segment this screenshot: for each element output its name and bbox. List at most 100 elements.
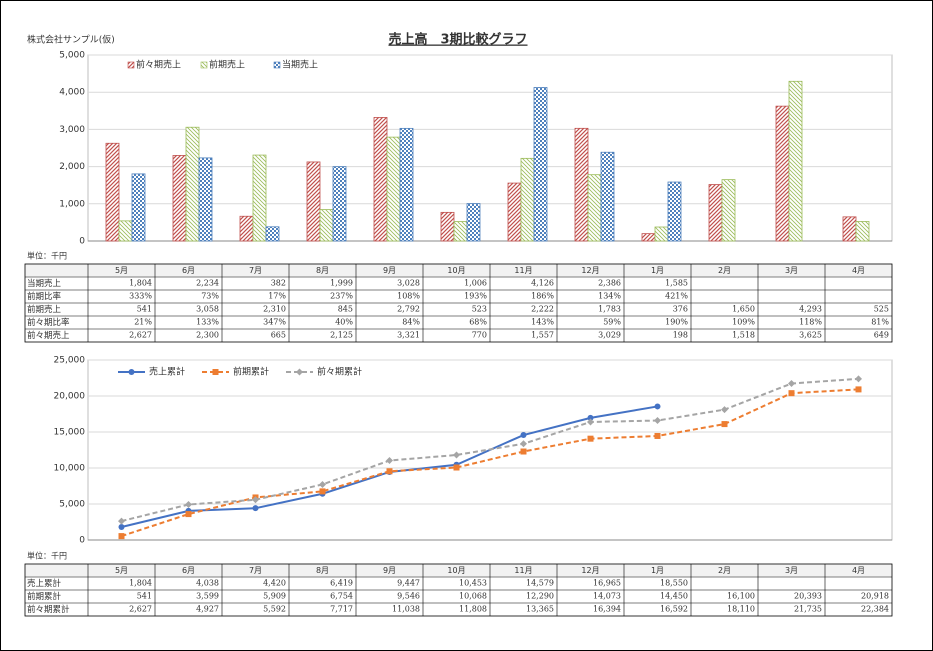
y-tick-label: 0 (79, 237, 85, 247)
y-tick-label: 15,000 (54, 428, 86, 438)
table-cell: 1,783 (598, 305, 621, 314)
marker (520, 440, 527, 448)
table-cell: 14,579 (526, 579, 554, 588)
marker (118, 517, 125, 525)
table-cell: 4,293 (799, 305, 822, 314)
marker (453, 451, 460, 459)
table-cell: 1,804 (129, 279, 152, 288)
table-cell: 18,550 (660, 579, 688, 588)
y-tick-label: 5,000 (59, 51, 85, 61)
bar (587, 174, 602, 242)
table-cell: 14,450 (660, 592, 688, 601)
table-cell: 6,754 (330, 592, 353, 601)
table-cell: 10,453 (459, 579, 487, 588)
table-cell: 3,028 (397, 279, 420, 288)
bar (399, 127, 414, 242)
marker (654, 417, 661, 425)
table-cell: 13,365 (526, 605, 554, 614)
bar (118, 220, 133, 242)
table-cell: 2,627 (129, 605, 152, 614)
bar (332, 166, 347, 242)
bar (386, 136, 401, 242)
table-cell: 108% (397, 292, 420, 301)
table-cell: 665 (271, 331, 286, 340)
row-label: 前期比率 (27, 291, 62, 302)
table-cell: 59% (603, 318, 621, 327)
column-header: 1月 (651, 566, 664, 575)
table-cell: 541 (137, 592, 152, 601)
bar (306, 161, 321, 242)
table-cell: 5,592 (263, 605, 286, 614)
bar (775, 105, 790, 242)
bar (265, 226, 280, 242)
table-cell: 3,058 (196, 305, 219, 314)
bar (453, 221, 468, 242)
bar (654, 226, 669, 242)
row-label: 売上累計 (27, 578, 62, 589)
table-cell: 3,625 (799, 331, 822, 340)
table-cell: 20,393 (794, 592, 822, 601)
column-header: 6月 (182, 566, 195, 575)
bar (842, 216, 857, 242)
line (121, 388, 859, 538)
bar (131, 173, 146, 242)
marker (587, 414, 594, 421)
bar (788, 80, 803, 242)
table-cell: 134% (598, 292, 621, 301)
y-tick-label: 2,000 (59, 162, 85, 172)
column-header: 12月 (581, 566, 599, 575)
bar (105, 142, 120, 242)
column-header: 9月 (383, 566, 396, 575)
column-header: 5月 (115, 566, 128, 575)
table-cell: 347% (263, 318, 286, 327)
marker (185, 511, 192, 518)
table-cell: 1,999 (330, 279, 353, 288)
table-cell: 16,394 (593, 605, 621, 614)
column-header: 1月 (651, 266, 664, 275)
column-header: 12月 (581, 266, 599, 275)
legend-swatch (127, 61, 135, 69)
column-header: 4月 (852, 266, 865, 275)
table-cell: 40% (335, 318, 353, 327)
table-cell: 2,792 (397, 305, 420, 314)
table-cell: 1,006 (464, 279, 487, 288)
table-cell: 81% (871, 318, 889, 327)
table-cell: 133% (196, 318, 219, 327)
table-cell: 421% (665, 292, 688, 301)
table-cell: 2,234 (196, 279, 219, 288)
table-cell: 2,300 (196, 331, 219, 340)
y-tick-label: 25,000 (54, 356, 86, 366)
row-label: 当期売上 (27, 278, 62, 289)
table-cell: 84% (402, 318, 420, 327)
table-cell: 523 (472, 305, 487, 314)
table-cell: 21,735 (794, 605, 822, 614)
table-cell: 16,592 (660, 605, 688, 614)
table-cell: 190% (665, 318, 688, 327)
table-cell: 5,909 (263, 592, 286, 601)
column-header: 8月 (316, 266, 329, 275)
table-cell: 845 (338, 305, 353, 314)
marker (386, 457, 393, 465)
marker (453, 464, 460, 471)
column-header: 3月 (785, 566, 798, 575)
table-cell: 18,110 (727, 605, 755, 614)
column-header: 5月 (115, 266, 128, 275)
marker (587, 435, 594, 442)
column-header: 2月 (718, 266, 731, 275)
legend-marker (212, 369, 219, 375)
table-cell: 4,927 (196, 605, 219, 614)
table-cell: 525 (874, 305, 889, 314)
table-cell: 2,222 (531, 305, 554, 314)
table-cell: 382 (271, 279, 286, 288)
column-header: 2月 (718, 566, 731, 575)
column-header: 7月 (249, 266, 262, 275)
bar (252, 154, 267, 242)
marker (654, 432, 661, 439)
row-label: 前期累計 (27, 591, 62, 602)
column-header: 7月 (249, 566, 262, 575)
bar (641, 233, 656, 242)
marker (587, 418, 594, 426)
company: 株式会社サンプル(仮) (27, 34, 115, 46)
marker (855, 375, 862, 383)
